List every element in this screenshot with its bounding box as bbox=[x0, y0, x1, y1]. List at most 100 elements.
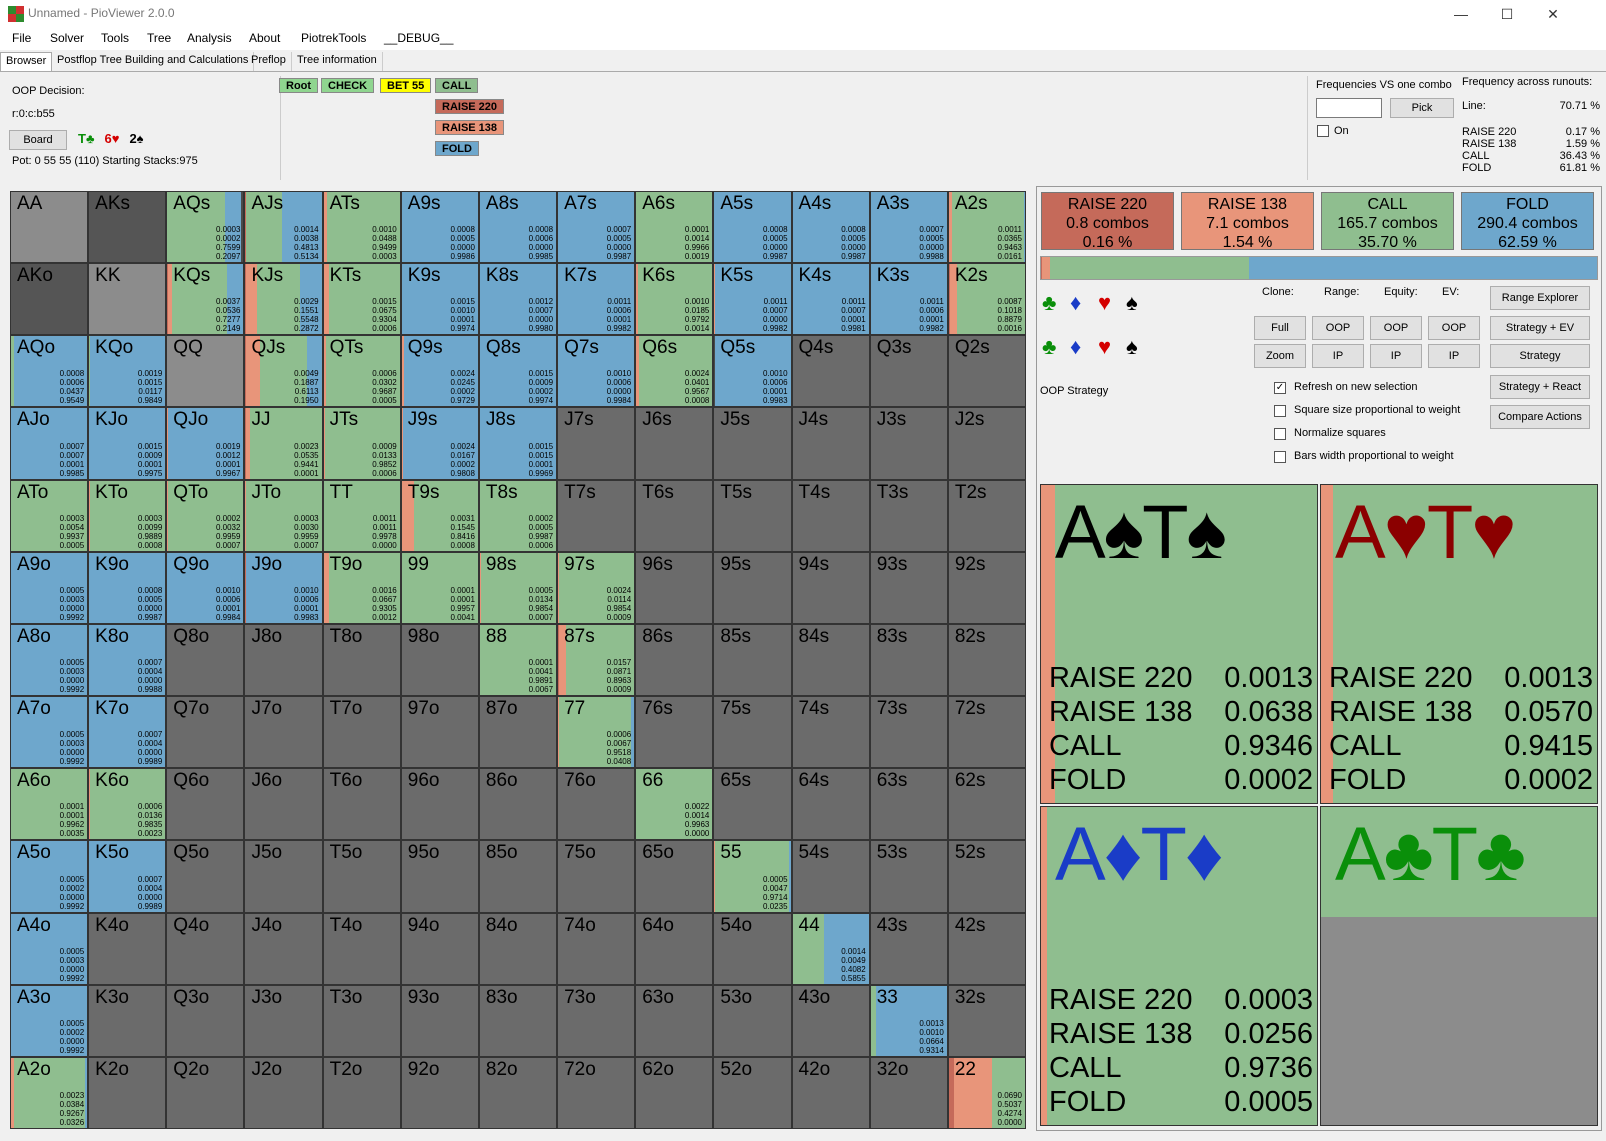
hand-cell[interactable]: J8o bbox=[244, 623, 323, 697]
hand-cell[interactable]: J6o bbox=[244, 768, 323, 841]
hand-cell[interactable]: 65o bbox=[635, 840, 714, 913]
hand-cell[interactable]: 83s bbox=[869, 623, 948, 697]
hand-cell[interactable]: QTs 0.0006 0.0302 0.9687 0.0005 bbox=[322, 335, 401, 408]
hand-cell[interactable]: J2o bbox=[244, 1056, 323, 1129]
hand-cell[interactable]: 55 0.0005 0.0047 0.9714 0.0235 bbox=[713, 840, 792, 913]
hand-cell[interactable]: A4o 0.0005 0.0003 0.0000 0.9992 bbox=[10, 912, 89, 985]
hand-cell[interactable]: T7s bbox=[557, 479, 636, 552]
hand-cell[interactable]: Q4o bbox=[166, 912, 245, 985]
hand-cell[interactable]: 97s 0.0024 0.0114 0.9854 0.0009 bbox=[557, 551, 636, 624]
equity-oop-button[interactable]: OOP bbox=[1370, 316, 1422, 340]
hand-cell[interactable]: Q6o bbox=[166, 768, 245, 841]
menu-solver[interactable]: Solver bbox=[50, 31, 85, 45]
node-bet-55[interactable]: BET 55 bbox=[380, 78, 432, 93]
hand-cell[interactable]: KK bbox=[88, 263, 167, 336]
hand-cell[interactable]: AQo 0.0008 0.0006 0.0437 0.9549 bbox=[10, 335, 89, 408]
hand-cell[interactable]: J3s bbox=[869, 407, 948, 480]
hand-cell[interactable]: K4s 0.0011 0.0007 0.0001 0.9981 bbox=[791, 263, 870, 336]
hand-cell[interactable]: 83o bbox=[478, 984, 558, 1057]
hand-cell[interactable]: QJo 0.0019 0.0012 0.0001 0.9967 bbox=[166, 407, 245, 480]
hand-cell[interactable]: K4o bbox=[88, 912, 167, 985]
strategy-ev-button[interactable]: Strategy + EV bbox=[1490, 316, 1590, 340]
hand-cell[interactable]: T3s bbox=[869, 479, 948, 552]
ev-oop-button[interactable]: OOP bbox=[1428, 316, 1480, 340]
strategy-react-button[interactable]: Strategy + React bbox=[1490, 375, 1590, 399]
hand-cell[interactable]: AKs bbox=[88, 191, 167, 264]
hand-cell[interactable]: T8s 0.0002 0.0005 0.9987 0.0006 bbox=[478, 479, 558, 552]
hand-cell[interactable]: 42s bbox=[947, 912, 1026, 985]
hand-cell[interactable]: 72o bbox=[557, 1056, 636, 1129]
hand-cell[interactable]: 73o bbox=[557, 984, 636, 1057]
equity-ip-button[interactable]: IP bbox=[1370, 344, 1422, 368]
hand-cell[interactable]: A4s 0.0008 0.0005 0.0000 0.9987 bbox=[791, 191, 870, 264]
hand-cell[interactable]: T4s bbox=[791, 479, 870, 552]
hand-cell[interactable]: K7o 0.0007 0.0004 0.0000 0.9989 bbox=[88, 696, 167, 769]
hand-cell[interactable]: A7o 0.0005 0.0003 0.0000 0.9992 bbox=[10, 696, 89, 769]
hand-cell[interactable]: 73s bbox=[869, 696, 948, 769]
hand-cell[interactable]: 96o bbox=[400, 768, 479, 841]
hand-cell[interactable]: 93s bbox=[869, 551, 948, 624]
hand-cell[interactable]: K9o 0.0008 0.0005 0.0000 0.9987 bbox=[88, 551, 167, 624]
hand-cell[interactable]: 62o bbox=[635, 1056, 714, 1129]
hand-cell[interactable]: 62s bbox=[947, 768, 1026, 841]
combo-detail[interactable]: A♣T♣ bbox=[1320, 806, 1598, 1126]
menu-file[interactable]: File bbox=[12, 31, 32, 45]
hand-cell[interactable]: 43s bbox=[869, 912, 948, 985]
hand-cell[interactable]: 87s 0.0157 0.0871 0.8963 0.0009 bbox=[557, 623, 636, 697]
node-raise-138[interactable]: RAISE 138 bbox=[435, 120, 505, 135]
hand-cell[interactable]: 95o bbox=[400, 840, 479, 913]
hand-cell[interactable]: Q4s bbox=[791, 335, 870, 408]
hand-cell[interactable]: T9o 0.0016 0.0667 0.9305 0.0012 bbox=[322, 551, 401, 624]
hand-cell[interactable]: T2s bbox=[947, 479, 1026, 552]
hand-cell[interactable]: Q2o bbox=[166, 1056, 245, 1129]
hand-cell[interactable]: A2o 0.0023 0.0384 0.9267 0.0326 bbox=[10, 1056, 89, 1129]
hand-cell[interactable]: 88 0.0001 0.0041 0.9891 0.0067 bbox=[478, 623, 558, 697]
range-explorer-button[interactable]: Range Explorer bbox=[1490, 286, 1590, 310]
hand-cell[interactable]: T3o bbox=[322, 984, 401, 1057]
hand-cell[interactable]: 76o bbox=[557, 768, 636, 841]
hand-cell[interactable]: 77 0.0006 0.0067 0.9518 0.0408 bbox=[557, 696, 636, 769]
close-button[interactable]: ✕ bbox=[1547, 5, 1559, 22]
option-checkbox[interactable]: ✓ bbox=[1274, 382, 1286, 394]
tab-preflop[interactable]: Preflop bbox=[246, 52, 292, 72]
hand-cell[interactable]: T6o bbox=[322, 768, 401, 841]
hand-cell[interactable]: Q7o bbox=[166, 696, 245, 769]
hand-cell[interactable]: Q5s 0.0010 0.0006 0.0001 0.9983 bbox=[713, 335, 792, 408]
hand-cell[interactable]: 43o bbox=[791, 984, 870, 1057]
hand-cell[interactable]: 64o bbox=[635, 912, 714, 985]
summary-raise-138[interactable]: RAISE 138 7.1 combos 1.54 % bbox=[1181, 192, 1314, 251]
option-checkbox[interactable] bbox=[1274, 405, 1286, 417]
hand-cell[interactable]: J2s bbox=[947, 407, 1026, 480]
hand-cell[interactable]: 74s bbox=[791, 696, 870, 769]
strategy-button[interactable]: Strategy bbox=[1490, 344, 1590, 368]
hand-cell[interactable]: KJs 0.0029 0.1551 0.5548 0.2872 bbox=[244, 263, 323, 336]
hand-cell[interactable]: 53s bbox=[869, 840, 948, 913]
spade-suit-icon[interactable]: ♠ bbox=[1126, 334, 1138, 359]
spade-suit-icon[interactable]: ♠ bbox=[1126, 290, 1138, 315]
hand-cell[interactable]: KTo 0.0003 0.0099 0.9889 0.0008 bbox=[88, 479, 167, 552]
hand-cell[interactable]: T2o bbox=[322, 1056, 401, 1129]
hand-cell[interactable]: 63o bbox=[635, 984, 714, 1057]
hand-cell[interactable]: K2s 0.0087 0.1018 0.8879 0.0016 bbox=[947, 263, 1026, 336]
hand-cell[interactable]: Q3s bbox=[869, 335, 948, 408]
hand-cell[interactable]: ATs 0.0010 0.0488 0.9499 0.0003 bbox=[322, 191, 401, 264]
hand-cell[interactable]: 66 0.0022 0.0014 0.9963 0.0000 bbox=[635, 768, 714, 841]
hand-cell[interactable]: A8o 0.0005 0.0003 0.0000 0.9992 bbox=[10, 623, 89, 697]
hand-cell[interactable]: KJo 0.0015 0.0009 0.0001 0.9975 bbox=[88, 407, 167, 480]
hand-cell[interactable]: K3s 0.0011 0.0006 0.0001 0.9982 bbox=[869, 263, 948, 336]
hand-cell[interactable]: 82s bbox=[947, 623, 1026, 697]
hand-cell[interactable]: JTo 0.0003 0.0030 0.9959 0.0007 bbox=[244, 479, 323, 552]
hand-cell[interactable]: KQs 0.0037 0.0536 0.7277 0.2149 bbox=[166, 263, 245, 336]
hand-cell[interactable]: Q3o bbox=[166, 984, 245, 1057]
hand-cell[interactable]: 52o bbox=[713, 1056, 792, 1129]
hand-cell[interactable]: KQo 0.0019 0.0015 0.0117 0.9849 bbox=[88, 335, 167, 408]
hand-cell[interactable]: 54s bbox=[791, 840, 870, 913]
hand-cell[interactable]: J8s 0.0015 0.0015 0.0001 0.9969 bbox=[478, 407, 558, 480]
node-call[interactable]: CALL bbox=[435, 78, 479, 93]
hand-cell[interactable]: 84s bbox=[791, 623, 870, 697]
menu-piotrektools[interactable]: PiotrekTools bbox=[301, 31, 367, 45]
node-fold[interactable]: FOLD bbox=[435, 141, 479, 156]
club-suit-icon[interactable]: ♣ bbox=[1042, 290, 1057, 315]
hand-cell[interactable]: 99 0.0001 0.0001 0.9957 0.0041 bbox=[400, 551, 479, 624]
hand-cell[interactable]: J9s 0.0024 0.0167 0.0002 0.9808 bbox=[400, 407, 479, 480]
